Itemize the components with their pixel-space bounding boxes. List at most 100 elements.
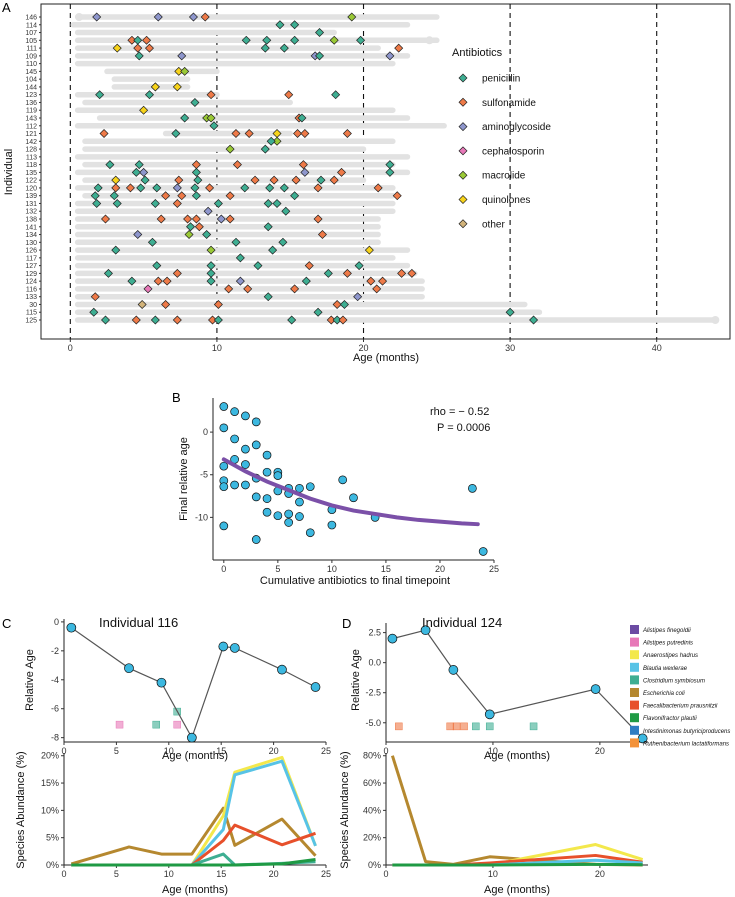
antibiotic-penicillin xyxy=(260,43,270,53)
antibiotic-sulfonamide xyxy=(243,284,253,294)
individual-tick-label: 119 xyxy=(26,108,37,115)
antibiotic-sulfonamide xyxy=(161,191,171,201)
y-tick-label: 0% xyxy=(368,860,381,870)
x-axis-label: Cumulative antibiotics to final timepoin… xyxy=(260,575,450,587)
individual-tick-label: 132 xyxy=(25,209,37,216)
antibiotic-cephalosporin xyxy=(143,284,153,294)
antibiotic-sulfonamide xyxy=(172,198,182,208)
antibiotic-sulfonamide xyxy=(378,276,388,286)
antibiotic-sulfonamide xyxy=(397,268,407,278)
antibiotic-sulfonamide xyxy=(194,222,204,232)
antibiotic-sulfonamide xyxy=(174,175,184,185)
y-tick-label: 10% xyxy=(41,805,59,815)
x-tick-label: 15 xyxy=(216,869,226,879)
antibiotic-penicillin xyxy=(316,175,326,185)
y-tick-label: 2.5 xyxy=(368,628,381,638)
antibiotic-sulfonamide xyxy=(153,276,163,286)
antibiotic-sulfonamide xyxy=(205,183,215,193)
y-tick-label: -8 xyxy=(51,733,59,743)
species-swatch xyxy=(630,662,639,672)
individual-tick-label: 124 xyxy=(25,279,37,286)
x-tick-label: 15 xyxy=(381,564,391,574)
x-tick-label: 20 xyxy=(435,564,445,574)
y-tick-label: -5.0 xyxy=(365,718,381,728)
antibiotic-sulfonamide xyxy=(125,183,135,193)
x-tick-label: 25 xyxy=(489,564,499,574)
antibiotic-penicillin xyxy=(111,245,121,255)
individual-tick-label: 114 xyxy=(26,22,37,29)
antibiotic-sulfonamide xyxy=(326,315,336,325)
legend-label-quinolones: quinolones xyxy=(482,195,530,206)
species-swatch xyxy=(630,637,639,647)
antibiotic-penicillin xyxy=(206,268,216,278)
individual-tick-label: 131 xyxy=(25,201,37,208)
antibiotic-penicillin xyxy=(290,35,300,45)
species-label: Alistipes putredinis xyxy=(642,641,693,647)
antibiotic-sulfonamide xyxy=(337,167,347,177)
antibiotic-aminoglycoside xyxy=(133,230,143,240)
individual-tick-label: 111 xyxy=(26,46,37,53)
individual-tick-label: 115 xyxy=(26,310,37,317)
individual-tick-label: 139 xyxy=(25,193,37,200)
y-tick-label: 80% xyxy=(363,751,381,761)
antibiotic-penicillin xyxy=(147,237,157,247)
antibiotic-penicillin xyxy=(193,175,203,185)
antibiotic-penicillin xyxy=(90,191,100,201)
x-axis-label: Age (months) xyxy=(162,884,228,896)
antibiotic-sulfonamide xyxy=(332,299,342,309)
antibiotic-penicillin xyxy=(213,315,223,325)
antibiotic-sulfonamide xyxy=(373,183,383,193)
antibiotic-penicillin xyxy=(323,268,333,278)
antibiotic-aminoglycoside xyxy=(153,12,163,22)
antibiotic-macrolide xyxy=(184,230,194,240)
antibiotic-sulfonamide xyxy=(244,129,254,139)
antibiotic-quinolones xyxy=(364,245,374,255)
individual-tick-label: 138 xyxy=(25,217,37,224)
antibiotic-penicillin xyxy=(191,191,201,201)
species-label: Ruthenibacterium lactatiformans xyxy=(643,741,729,747)
antibiotic-aminoglycoside xyxy=(235,276,245,286)
antibiotic-penicillin xyxy=(231,237,241,247)
antibiotic-penicillin xyxy=(136,183,146,193)
panel-label-c: C xyxy=(2,616,11,631)
species-swatch xyxy=(630,738,639,748)
panel-d-abundance: 0 10 20 0% 20% 40% 60% 80% Age (months) Species A… xyxy=(339,751,648,896)
individual-tick-label: 128 xyxy=(25,147,37,154)
data-point xyxy=(478,547,488,556)
species-swatch xyxy=(630,650,639,660)
sample-point xyxy=(637,733,648,744)
antibiotic-sulfonamide xyxy=(313,183,323,193)
species-label: Intestinimonas butyriciproducens xyxy=(643,729,730,735)
data-point xyxy=(219,461,229,471)
antibiotic-sulfonamide xyxy=(291,175,301,185)
antibiotic-penicillin xyxy=(95,90,105,100)
individual-tick-label: 113 xyxy=(26,154,37,161)
antibiotic-marker-cephalosporin xyxy=(115,720,124,729)
x-axis-label: Age (months) xyxy=(484,884,550,896)
x-tick-label: 5 xyxy=(275,564,280,574)
antibiotic-macrolide xyxy=(180,66,190,76)
antibiotic-penicillin xyxy=(190,97,200,107)
species-label: Anaerostipes hadrus xyxy=(642,653,698,659)
antibiotic-penicillin xyxy=(180,113,190,123)
antibiotic-sulfonamide xyxy=(213,299,223,309)
antibiotic-sulfonamide xyxy=(372,284,382,294)
y-axis-label: Relative Age xyxy=(24,649,36,711)
antibiotic-sulfonamide xyxy=(269,175,279,185)
panel-title: Individual 116 xyxy=(99,615,178,630)
x-tick-label: 25 xyxy=(321,746,331,756)
relative-age-line xyxy=(392,629,644,739)
antibiotic-marker-penicillin xyxy=(485,722,494,731)
antibiotic-penicillin xyxy=(278,237,288,247)
x-tick-label: 10 xyxy=(164,869,174,879)
antibiotic-penicillin xyxy=(505,307,515,317)
antibiotic-penicillin xyxy=(92,198,102,208)
y-tick-label: -2.5 xyxy=(365,688,381,698)
antibiotic-penicillin xyxy=(260,144,270,154)
species-label: Blautia wexlerae xyxy=(643,666,688,672)
antibiotic-aminoglycoside xyxy=(92,12,102,22)
y-tick-label: 0 xyxy=(203,427,208,437)
antibiotic-penicillin xyxy=(262,35,272,45)
antibiotic-sulfonamide xyxy=(90,292,100,302)
